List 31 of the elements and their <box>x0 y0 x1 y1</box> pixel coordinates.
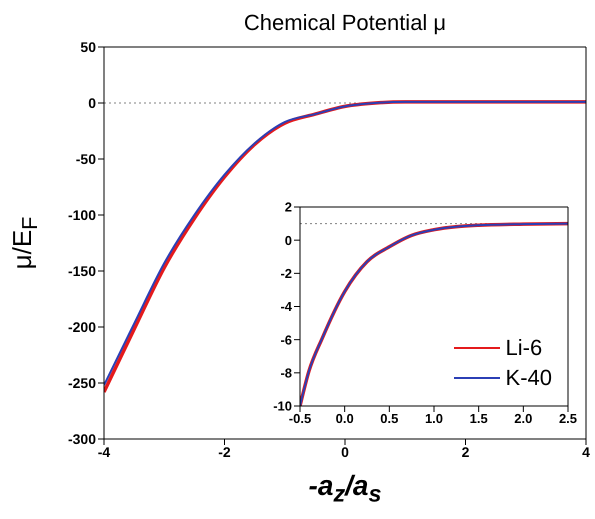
x-tick-label: 2 <box>462 444 470 460</box>
x-tick-label: -4 <box>98 444 110 460</box>
x-tick-label: 0.0 <box>336 411 354 426</box>
y-tick-label: -300 <box>68 430 96 447</box>
legend-label: Li-6 <box>506 334 542 362</box>
y-tick-label: -4 <box>280 299 293 314</box>
x-tick-label: 2.0 <box>514 411 532 426</box>
x-tick-label: 2.5 <box>558 411 578 426</box>
y-tick-label: -6 <box>280 332 292 348</box>
y-tick-label: -200 <box>68 318 96 335</box>
x-tick-label: 0 <box>341 444 350 460</box>
chart-title: Chemical Potential μ <box>242 10 448 36</box>
y-tick-label: -150 <box>68 262 96 279</box>
y-tick-label: 0 <box>88 94 96 111</box>
y-tick-label: 50 <box>80 38 96 55</box>
x-tick-label: -0.5 <box>288 411 312 426</box>
y-tick-label: -2 <box>280 266 292 281</box>
x-axis-title: -a$_{z}$/a$_{s}$ <box>308 470 382 508</box>
x-tick-label: 4 <box>582 444 590 460</box>
y-tick-label: 2 <box>284 200 292 215</box>
y-tick-label: 0 <box>284 232 292 248</box>
y-tick-label: -10 <box>273 398 292 414</box>
x-tick-label: 1.5 <box>470 411 488 426</box>
y-tick-label: -50 <box>76 150 96 167</box>
x-tick-label: -2 <box>218 444 231 460</box>
y-tick-label: -100 <box>68 206 96 223</box>
y-tick-label: -8 <box>280 365 292 380</box>
y-tick-label: -250 <box>68 374 96 391</box>
x-tick-label: 1.0 <box>424 411 444 426</box>
legend-label: K-40 <box>506 364 552 392</box>
x-tick-label: 0.5 <box>380 411 398 426</box>
